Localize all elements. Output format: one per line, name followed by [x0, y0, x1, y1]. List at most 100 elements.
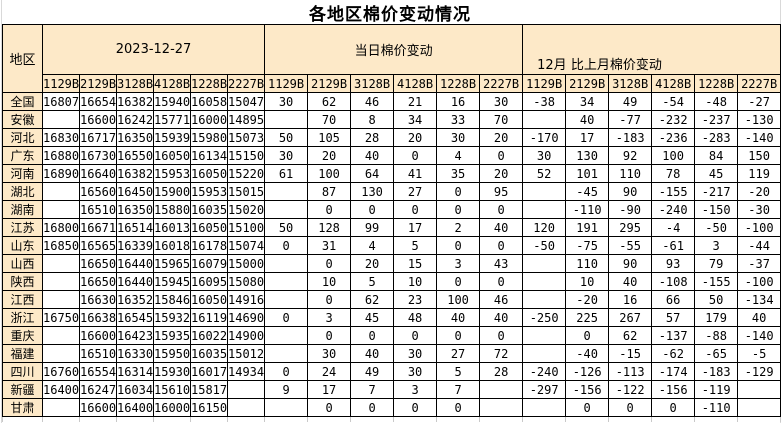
price-cell — [226, 398, 266, 417]
monthly-change-cell: -237 — [694, 110, 739, 129]
price-cell: 16178 — [190, 236, 228, 255]
monthly-change-cell: 34 — [565, 92, 610, 111]
monthly-change-cell — [522, 254, 567, 273]
price-cell: 16807 — [42, 92, 80, 111]
table-row: 重庆 16600 16423 15935 16022 14900 0 0 0 0 0 0 62 -137-… — [2, 326, 782, 345]
daily-change-cell: 50 — [264, 218, 309, 237]
daily-change-cell: 62 — [307, 92, 352, 111]
partial-cell — [522, 416, 567, 422]
monthly-change-cell: 93 — [651, 254, 696, 273]
daily-change-cell — [264, 110, 309, 129]
daily-change-cell: 7 — [350, 380, 395, 399]
monthly-change-cell: -283 — [694, 128, 739, 147]
region-cell: 江西 — [2, 290, 43, 309]
monthly-change-cell — [737, 380, 782, 399]
price-cell: 16018 — [153, 236, 191, 255]
price-cell: 14916 — [226, 290, 266, 309]
price-cell — [42, 200, 80, 219]
price-cell: 14900 — [226, 326, 266, 345]
column-header-2129b-g1: 2129B — [79, 74, 117, 93]
daily-change-cell: 72 — [479, 344, 524, 363]
daily-change-cell: 17 — [393, 218, 438, 237]
price-cell: 16510 — [79, 344, 117, 363]
daily-change-cell: 48 — [393, 308, 438, 327]
daily-change-cell: 24 — [307, 362, 352, 381]
price-cell: 16050 — [190, 164, 228, 183]
page-title: 各地区棉价变动情况 — [309, 4, 471, 25]
daily-change-cell: 0 — [307, 200, 352, 219]
price-cell: 14895 — [226, 110, 266, 129]
price-cell: 16350 — [116, 128, 154, 147]
monthly-change-cell — [522, 344, 567, 363]
daily-change-cell: 20 — [350, 254, 395, 273]
monthly-change-cell: 40 — [565, 110, 610, 129]
price-cell: 15945 — [153, 272, 191, 291]
daily-change-cell: 128 — [307, 218, 352, 237]
price-cell: 15220 — [226, 164, 266, 183]
daily-change-cell: 31 — [307, 236, 352, 255]
region-column-header: 地区 — [2, 24, 43, 93]
partial-cell — [42, 416, 80, 422]
daily-change-cell: 27 — [436, 344, 481, 363]
price-cell: 16650 — [79, 254, 117, 273]
daily-change-cell — [264, 254, 309, 273]
monthly-change-cell: -62 — [651, 344, 696, 363]
price-cell: 15953 — [190, 182, 228, 201]
monthly-change-cell: -150 — [694, 200, 739, 219]
table-row: 江苏 16800 16671 16514 16013 16050 15100 50 128 99 1… — [2, 218, 782, 237]
table-row: 安徽 16600 16242 15771 16000 14895 70 8 34 33 70 40 -7… — [2, 110, 782, 129]
price-cell: 16565 — [79, 236, 117, 255]
price-cell: 16382 — [116, 92, 154, 111]
monthly-change-cell: -140 — [737, 326, 782, 345]
partial-next-row — [2, 416, 782, 422]
monthly-change-cell: -156 — [565, 380, 610, 399]
table-row: 湖北 16560 16450 15900 15953 15015 87 130 27 0 95 -45… — [2, 182, 782, 201]
price-cell: 15000 — [226, 254, 266, 273]
price-cell: 16630 — [79, 290, 117, 309]
price-cell: 15020 — [226, 200, 266, 219]
daily-change-cell: 0 — [307, 398, 352, 417]
region-cell: 新疆 — [2, 380, 43, 399]
daily-change-cell: 0 — [264, 236, 309, 255]
monthly-change-cell: 50 — [694, 290, 739, 309]
table-row: 广东 16880 16730 16550 16050 16134 15150 30 20 40 0 4… — [2, 146, 782, 165]
price-cell: 16423 — [116, 326, 154, 345]
column-header-4128b-g2: 4128B — [393, 74, 438, 93]
column-header-1129b-g2: 1129B — [264, 74, 309, 93]
monthly-change-cell: 92 — [608, 146, 653, 165]
daily-change-cell: 30 — [307, 344, 352, 363]
monthly-change-cell: -137 — [651, 326, 696, 345]
partial-cell — [190, 416, 228, 422]
region-cell: 四川 — [2, 362, 43, 381]
price-cell — [42, 344, 80, 363]
price-cell: 15932 — [153, 308, 191, 327]
price-cell: 15930 — [153, 362, 191, 381]
column-header-1228b-g3: 1228B — [694, 74, 739, 93]
region-cell: 湖南 — [2, 200, 43, 219]
daily-change-cell: 40 — [479, 218, 524, 237]
daily-change-cell: 35 — [436, 164, 481, 183]
monthly-change-cell: -250 — [522, 308, 567, 327]
monthly-change-cell: -155 — [651, 182, 696, 201]
monthly-change-cell: 110 — [565, 254, 610, 273]
daily-change-cell: 10 — [393, 272, 438, 291]
price-cell: 16554 — [79, 362, 117, 381]
daily-change-cell: 5 — [350, 272, 395, 291]
monthly-change-cell: -129 — [737, 362, 782, 381]
daily-change-cell: 100 — [436, 290, 481, 309]
monthly-change-cell: 40 — [737, 308, 782, 327]
daily-change-cell: 21 — [393, 92, 438, 111]
title-bar: 各地区棉价变动情况 — [2, 0, 778, 25]
monthly-change-cell: 90 — [608, 182, 653, 201]
table-row: 福建 16510 16330 15950 16035 15012 30 40 30 27 72 -40… — [2, 344, 782, 363]
price-cell — [42, 182, 80, 201]
price-cell: 16638 — [79, 308, 117, 327]
monthly-change-cell: 30 — [522, 146, 567, 165]
group-header-monthly-change: 12月 比上月棉价变动 — [522, 24, 782, 75]
daily-change-cell: 20 — [393, 128, 438, 147]
daily-change-cell: 2 — [436, 218, 481, 237]
price-cell: 16717 — [79, 128, 117, 147]
table-row: 河南 16890 16640 16382 15953 16050 15220 61 100 64 4… — [2, 164, 782, 183]
group-header-date: 2023-12-27 — [41, 24, 266, 75]
monthly-change-cell: -100 — [737, 272, 782, 291]
